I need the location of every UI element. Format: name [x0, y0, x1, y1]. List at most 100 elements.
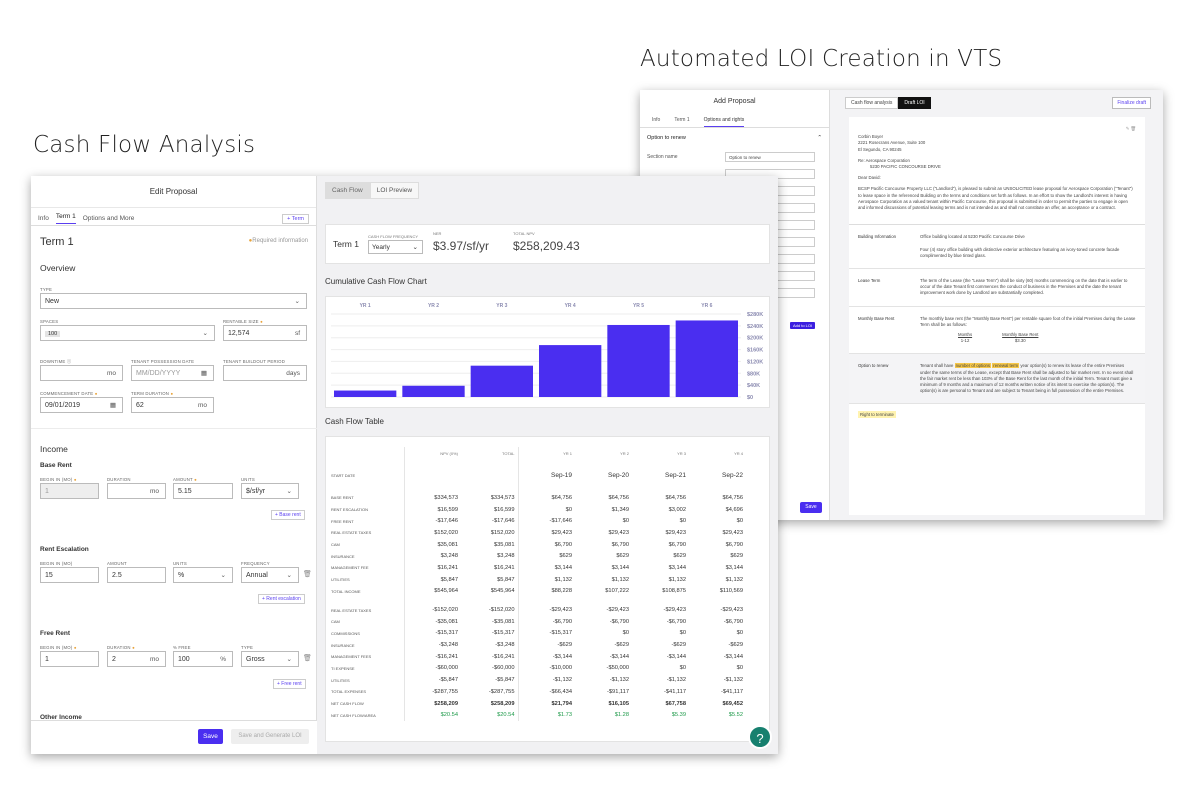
table-cell: -$3,144: [723, 653, 743, 660]
term-duration-input[interactable]: 62 mo: [131, 397, 214, 413]
table-cell: -$16,241: [403, 650, 461, 663]
field-label: TYPE: [241, 645, 254, 650]
table-cell: $3,144: [668, 564, 686, 571]
rent-value: $3.30: [1014, 338, 1026, 344]
calendar-icon[interactable]: ▦: [109, 402, 116, 409]
row-label: INSURANCE: [331, 642, 355, 648]
table-cell: -$629: [557, 642, 572, 649]
amount-input[interactable]: 5.15: [173, 483, 233, 499]
section-right-to-terminate[interactable]: Right to terminate: [849, 404, 1145, 426]
section-building-information[interactable]: Building Information Office building loc…: [849, 225, 1145, 270]
doc-header: ✎ 🗑 Corbin Boyer 2221 Rosecrans Avenue, …: [849, 117, 1145, 226]
tab-loi-preview[interactable]: LOI Preview: [369, 182, 420, 199]
spacer-cell: [461, 485, 519, 492]
table-cell: $0: [622, 518, 629, 525]
tab-info[interactable]: Info: [652, 117, 661, 123]
commencement-date-input[interactable]: 09/01/2019 ▦: [40, 397, 123, 413]
variable-renewal-term[interactable]: renewal term: [992, 363, 1020, 369]
section-option-to-renew[interactable]: Option to renew Tenant shall have number…: [849, 354, 1145, 405]
x-tick-label: YR 2: [428, 303, 439, 309]
add-base-rent-button[interactable]: + Base rent: [271, 510, 305, 520]
frequency-select[interactable]: Annual ⌄: [241, 567, 299, 583]
table-cell: $6,790: [554, 541, 572, 548]
tab-cash-flow[interactable]: Cash Flow: [325, 182, 370, 199]
section-key: Monthly Base Rent: [858, 315, 895, 321]
table-cell: -$15,317: [549, 630, 572, 637]
cash-flow-chart: $280K $240K $200K $160K $120K $80K $40K $0 YR 1 Y…: [325, 296, 770, 408]
chart-bar: [675, 320, 738, 397]
tab-options-and-rights[interactable]: Options and rights: [703, 117, 745, 127]
chart-bar: [607, 324, 670, 397]
buildout-input[interactable]: days: [223, 365, 307, 381]
table-cell: $629: [616, 553, 629, 560]
rentable-size-input[interactable]: 12,574 sf: [223, 325, 307, 341]
tab-options-and-more[interactable]: Options and More: [82, 215, 135, 222]
row-label: RENT ESCALATION: [331, 507, 368, 513]
table-cell: $5.39: [671, 712, 686, 719]
save-and-generate-loi-button[interactable]: Save and Generate LOI: [231, 729, 309, 744]
table-cell: $0: [679, 665, 686, 672]
possession-date-input[interactable]: MM/DD/YYYY ▦: [131, 365, 214, 381]
chevron-down-icon: ⌄: [286, 656, 292, 663]
row-label: NET CASH FLOW: [331, 701, 364, 707]
edit-icon[interactable]: ✎: [1125, 126, 1130, 131]
frequency-select[interactable]: Yearly ⌄: [368, 240, 423, 254]
section-title: Option to renew: [647, 135, 686, 141]
type-select[interactable]: New ⌄: [40, 293, 307, 309]
help-button[interactable]: ?: [748, 725, 772, 749]
table-cell: $545,964: [403, 585, 461, 598]
trash-icon[interactable]: 🗑: [303, 655, 312, 662]
trash-icon[interactable]: 🗑: [303, 571, 312, 578]
table-cell: $1,132: [554, 576, 572, 583]
tab-cash-flow-analysis[interactable]: Cash flow analysis: [845, 97, 899, 109]
table-cell: -$6,790: [609, 618, 629, 625]
save-button[interactable]: Save: [800, 502, 822, 513]
section-lease-term[interactable]: Lease Term The term of the Lease (the "L…: [849, 269, 1145, 307]
space-chip[interactable]: 100: [45, 331, 61, 337]
row-label: CAM: [331, 542, 340, 548]
spacer-cell: [689, 485, 746, 492]
field-label: FREQUENCY: [241, 561, 270, 566]
units-select[interactable]: $/sf/yr ⌄: [241, 483, 299, 499]
table-cell: -$41,117: [720, 688, 743, 695]
tab-term-1[interactable]: Term 1: [55, 213, 76, 224]
add-term-button[interactable]: + Term: [282, 213, 309, 224]
begin-in-input[interactable]: 1: [40, 651, 99, 667]
add-rent-escalation-button[interactable]: + Rent escalation: [258, 594, 305, 604]
table-cell: -$5,847: [461, 674, 519, 686]
section-name-input[interactable]: Option to renew: [725, 151, 815, 162]
table-cell: $64,756: [608, 494, 629, 501]
duration-input[interactable]: mo: [107, 483, 166, 499]
duration-input[interactable]: 2 mo: [107, 651, 166, 667]
tab-term-1[interactable]: Term 1: [674, 117, 690, 123]
save-button[interactable]: Save: [198, 729, 223, 744]
add-to-loi-button[interactable]: Add to LOI: [790, 322, 816, 329]
table-cell: -$6,790: [666, 618, 686, 625]
percent-free-input[interactable]: 100%: [173, 651, 233, 667]
variable-number-of-options[interactable]: number of options: [954, 363, 992, 369]
add-free-rent-button[interactable]: + Free rent: [273, 679, 306, 689]
table-cell: $629: [673, 553, 686, 560]
chart-bar: [334, 390, 397, 397]
finalize-draft-button[interactable]: Finalize draft: [1112, 97, 1151, 109]
calendar-icon[interactable]: ▦: [200, 370, 207, 377]
spaces-select[interactable]: 100 ⌄: [40, 325, 215, 341]
units-select[interactable]: % ⌄: [173, 567, 233, 583]
begin-in-input[interactable]: 15: [40, 567, 99, 583]
trash-icon[interactable]: 🗑: [1130, 126, 1136, 131]
table-cell: $1.73: [557, 712, 572, 719]
proposal-tabs: Info Term 1 Options and More + Term: [31, 208, 316, 226]
table-row: TOTAL INCOME $545,964 $545,964 $88,228 $107,…: [326, 585, 746, 598]
downtime-input[interactable]: mo: [40, 365, 123, 381]
section-monthly-base-rent[interactable]: Monthly Base Rent The monthly base rent …: [849, 307, 1145, 355]
tab-info[interactable]: Info: [38, 215, 49, 222]
type-select[interactable]: Gross ⌄: [241, 651, 299, 667]
chevron-up-icon[interactable]: ⌃: [817, 135, 822, 141]
overview-heading: Overview: [40, 263, 76, 273]
base-rent-heading: Base Rent: [40, 462, 72, 469]
amount-input[interactable]: 2.5: [107, 567, 166, 583]
section-value: The monthly base rent (the "Monthly Base…: [920, 315, 1136, 327]
option-section-header[interactable]: Option to renew ⌃: [640, 128, 829, 148]
tab-draft-loi[interactable]: Draft LOI: [898, 97, 931, 109]
row-label: INSURANCE: [331, 553, 355, 559]
